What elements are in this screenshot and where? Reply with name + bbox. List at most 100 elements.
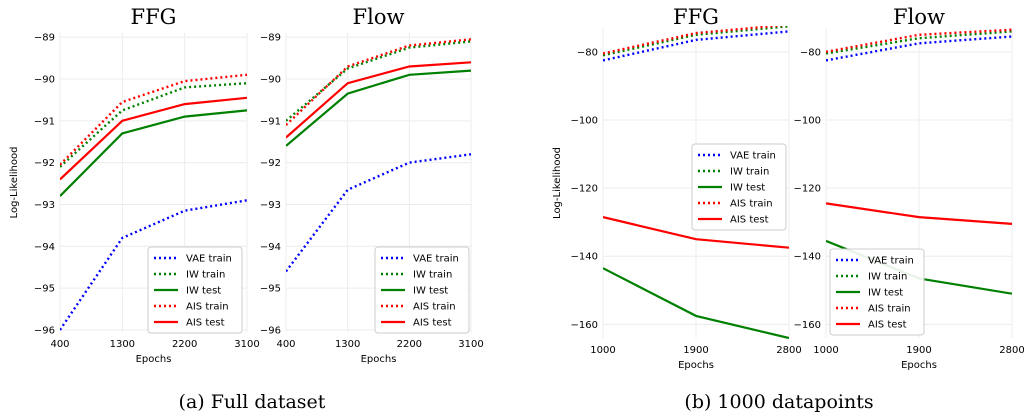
legend-label: AIS test — [413, 318, 452, 329]
x-tick-label: 400 — [50, 339, 69, 350]
legend-label: AIS test — [868, 320, 907, 331]
series-line-vae-train — [603, 30, 789, 62]
y-tick-label: −92 — [34, 158, 55, 169]
caption-a: (a) Full dataset — [179, 391, 326, 413]
y-tick-label: −93 — [34, 200, 55, 211]
x-tick-label: 1300 — [335, 339, 360, 350]
series-line-ais-train — [826, 28, 1012, 53]
y-tick-label: −93 — [260, 200, 281, 211]
series-line-vae-train — [286, 153, 471, 273]
chart-panel-1: FFG −96 −95 −94 −93 −92 −91 −90 −89 400 1300 2200 31… — [9, 5, 260, 365]
x-axis-label: Epochs — [901, 360, 937, 371]
legend-label: IW train — [868, 272, 907, 283]
legend-label: IW test — [186, 286, 221, 297]
x-axis-label: Epochs — [361, 354, 397, 365]
legend-label: IW train — [186, 270, 225, 281]
y-tick-label: −90 — [260, 75, 281, 86]
y-tick-label: −80 — [577, 47, 598, 58]
y-tick-label: −90 — [34, 75, 55, 86]
x-tick-label: 2800 — [999, 345, 1024, 356]
series-line-ais-test — [60, 96, 247, 181]
x-tick-label: 1900 — [683, 345, 708, 356]
legend-box — [829, 248, 925, 336]
x-axis-label: Epochs — [678, 360, 714, 371]
series-line-iw-test — [60, 109, 247, 197]
x-tick-label: 3100 — [458, 339, 483, 350]
x-tick-label: 3100 — [234, 339, 259, 350]
x-tick-label: 1000 — [590, 345, 615, 356]
x-axis-label: Epochs — [136, 354, 172, 365]
series-line-iw-train — [286, 40, 471, 122]
legend-box — [147, 246, 243, 334]
legend-label: AIS test — [730, 215, 769, 226]
series-line-ais-train — [60, 73, 247, 166]
series-line-vae-train — [826, 35, 1012, 62]
legend-label: AIS train — [868, 304, 911, 315]
legend-label: IW test — [730, 183, 765, 194]
y-tick-label: −100 — [794, 115, 821, 126]
x-tick-label: 400 — [276, 339, 295, 350]
series-line-ais-test — [826, 202, 1012, 225]
legend-label: IW test — [868, 288, 903, 299]
series-line-iw-train — [603, 26, 789, 57]
chart-title: FFG — [131, 5, 177, 29]
series-line-iw-test — [286, 69, 471, 147]
y-tick-label: −80 — [800, 47, 821, 58]
legend-label: IW test — [413, 286, 448, 297]
y-tick-label: −96 — [260, 325, 281, 336]
legend-label: AIS train — [730, 199, 773, 210]
y-tick-label: −120 — [571, 184, 598, 195]
x-tick-label: 1000 — [813, 345, 838, 356]
y-tick-label: −92 — [260, 158, 281, 169]
legend-label: AIS train — [413, 302, 456, 313]
y-axis-label: Log-Likelihood — [9, 147, 20, 219]
x-tick-label: 2800 — [776, 345, 801, 356]
series-line-iw-train — [826, 30, 1012, 55]
x-tick-label: 2200 — [397, 339, 422, 350]
caption-b: (b) 1000 datapoints — [684, 391, 873, 413]
x-tick-label: 1900 — [906, 345, 931, 356]
y-tick-label: −91 — [260, 116, 281, 127]
y-tick-label: −94 — [34, 242, 55, 253]
y-tick-label: −140 — [794, 252, 821, 263]
legend-label: AIS test — [186, 318, 225, 329]
chart-panel-4: Flow −160 −140 −120 −100 −80 1000 1900 2800 Epoch… — [794, 5, 1025, 371]
y-tick-label: −95 — [260, 284, 281, 295]
x-tick-label: 1300 — [110, 339, 135, 350]
y-tick-label: −120 — [794, 184, 821, 195]
legend-box — [374, 246, 470, 334]
y-tick-label: −91 — [34, 116, 55, 127]
chart-title: FFG — [673, 5, 719, 29]
y-tick-label: −100 — [571, 115, 598, 126]
legend-label: VAE train — [730, 151, 776, 162]
series-line-ais-train — [286, 38, 471, 126]
legend-label: IW train — [413, 270, 452, 281]
chart-panel-3: FFG −160 −140 −120 −100 −80 1000 1900 2800 Epochs… — [552, 5, 802, 371]
chart-title: Flow — [893, 5, 945, 29]
series-line-ais-test — [603, 216, 789, 249]
series-line-iw-test — [603, 267, 789, 340]
y-tick-label: −89 — [260, 33, 281, 44]
y-tick-label: −140 — [571, 252, 598, 263]
series-line-iw-train — [60, 82, 247, 168]
y-tick-label: −160 — [794, 320, 821, 331]
chart-title: Flow — [353, 5, 405, 29]
y-tick-label: −89 — [34, 33, 55, 44]
x-tick-label: 2200 — [172, 339, 197, 350]
series-line-vae-train — [60, 199, 247, 331]
y-axis-label: Log-Likelihood — [552, 147, 563, 219]
series-line-ais-train — [603, 26, 787, 55]
legend-label: AIS train — [186, 302, 229, 313]
y-tick-label: −96 — [34, 325, 55, 336]
legend-label: IW train — [730, 167, 769, 178]
legend-label: VAE train — [868, 256, 914, 267]
chart-panel-2: Flow −96 −95 −94 −93 −92 −91 −90 −89 400 1300 2200 3… — [260, 5, 484, 365]
y-tick-label: −94 — [260, 242, 281, 253]
y-tick-label: −160 — [571, 320, 598, 331]
series-line-ais-test — [286, 61, 471, 139]
legend-label: VAE train — [186, 254, 232, 265]
legend-label: VAE train — [413, 254, 459, 265]
y-tick-label: −95 — [34, 284, 55, 295]
legend-box — [691, 143, 787, 231]
